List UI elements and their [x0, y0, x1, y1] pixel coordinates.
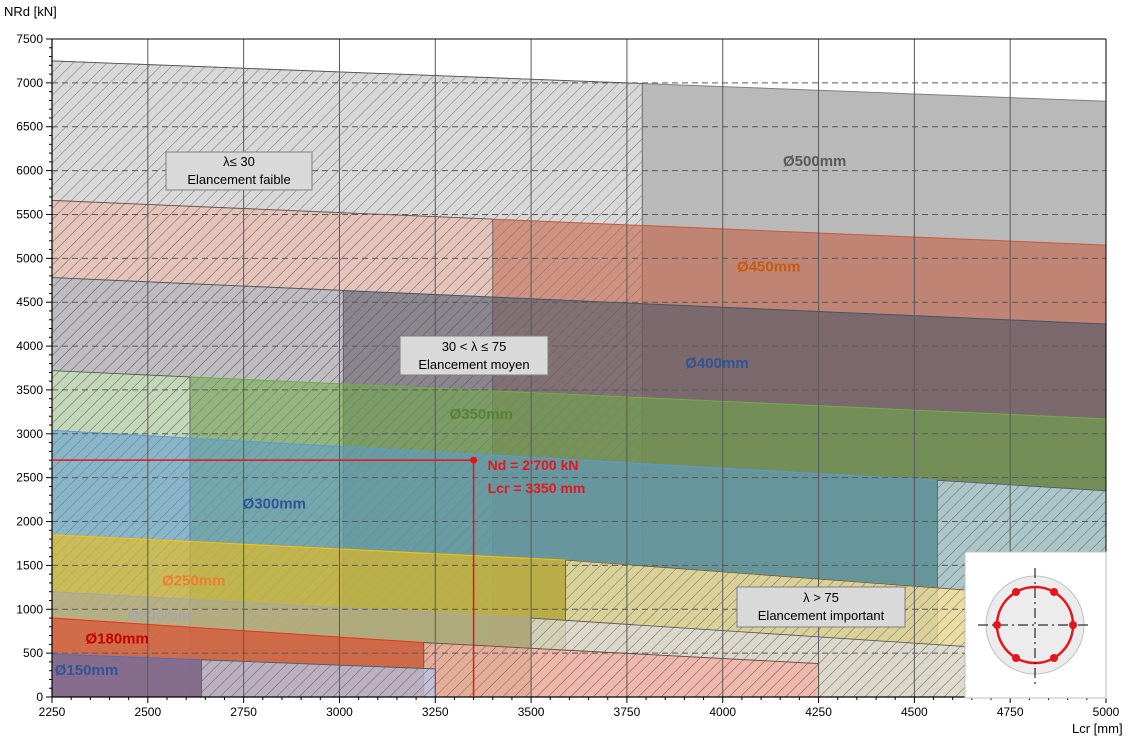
x-tick-label: 3250 — [422, 705, 449, 719]
y-tick-label: 1500 — [16, 558, 43, 572]
series-label: Ø350mm — [450, 406, 513, 423]
y-tick-label: 500 — [23, 646, 43, 660]
series-label: Ø450mm — [737, 258, 800, 275]
series-label: Ø400mm — [685, 355, 748, 372]
y-tick-label: 1000 — [16, 602, 43, 616]
y-axis-title: NRd [kN] — [4, 4, 57, 19]
y-tick-label: 2500 — [16, 471, 43, 485]
x-tick-label: 3750 — [614, 705, 641, 719]
y-tick-label: 4000 — [16, 339, 43, 353]
rebar-dot — [1012, 588, 1020, 596]
series-label: Ø300mm — [243, 495, 306, 512]
x-tick-label: 4750 — [997, 705, 1024, 719]
y-tick-label: 3500 — [16, 383, 43, 397]
x-tick-label: 2500 — [134, 705, 161, 719]
x-tick-label: 3500 — [518, 705, 545, 719]
series-label: Ø150mm — [55, 662, 118, 679]
series-labels: Ø150mm Ø180mm Ø200mm Ø250mm Ø300mm Ø350mm Ø400… — [55, 153, 847, 679]
x-tick-label: 4250 — [805, 705, 832, 719]
zone-label-low: λ≤ 30 Elancement faible — [165, 151, 313, 191]
axes — [46, 38, 1107, 703]
y-tick-label: 6000 — [16, 164, 43, 178]
rebar-dot — [1012, 654, 1020, 662]
rebar-dot — [993, 621, 1001, 629]
design-label-nd: Nd = 2'700 kN — [488, 457, 579, 473]
series-label: Ø200mm — [128, 608, 191, 625]
y-tick-label: 7500 — [16, 32, 43, 46]
y-tick-label: 3000 — [16, 427, 43, 441]
y-tick-label: 0 — [36, 690, 43, 704]
column-section-inset — [964, 551, 1107, 699]
design-point-annotation: Nd = 2'700 kN Lcr = 3350 mm — [52, 456, 586, 697]
zone-label-mid: 30 < λ ≤ 75 Elancement moyen — [399, 335, 549, 376]
x-tick-label: 4000 — [709, 705, 736, 719]
rebar-dot — [1050, 654, 1058, 662]
zone-high-line1: λ > 75 — [803, 590, 839, 605]
x-axis-title: Lcr [mm] — [1072, 721, 1123, 736]
y-tick-label: 4500 — [16, 295, 43, 309]
x-tick-label: 4500 — [901, 705, 928, 719]
x-tick-label: 2250 — [39, 705, 66, 719]
series-label: Ø250mm — [162, 573, 225, 590]
x-tick-label: 2750 — [230, 705, 257, 719]
x-tick-label: 5000 — [1093, 705, 1120, 719]
design-point-marker — [470, 456, 478, 464]
y-tick-label: 5000 — [16, 251, 43, 265]
rebar-dot — [1050, 588, 1058, 596]
tick-labels: 0 500 1000 1500 2000 2500 3000 3500 4000 4500 5000… — [16, 32, 1119, 719]
zone-low-line1: λ≤ 30 — [223, 154, 255, 169]
y-tick-label: 7000 — [16, 76, 43, 90]
rebar-dot — [1069, 621, 1077, 629]
zone-low-line2: Elancement faible — [187, 172, 290, 187]
zone-mid-line2: Elancement moyen — [418, 357, 529, 372]
y-tick-label: 2000 — [16, 515, 43, 529]
zone-label-high: λ > 75 Elancement important — [736, 586, 906, 628]
design-label-lcr: Lcr = 3350 mm — [488, 480, 586, 496]
zone-high-line2: Elancement important — [758, 608, 885, 623]
zone-mid-line1: 30 < λ ≤ 75 — [442, 339, 507, 354]
y-tick-label: 5500 — [16, 207, 43, 221]
y-tick-label: 6500 — [16, 120, 43, 134]
x-tick-label: 3000 — [326, 705, 353, 719]
grid-lines — [52, 38, 1107, 697]
series-label: Ø180mm — [85, 630, 148, 647]
series-label: Ø500mm — [783, 153, 846, 170]
